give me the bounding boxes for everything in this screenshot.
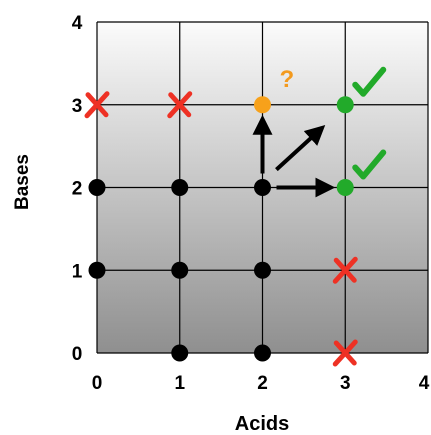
green-dot-marker <box>336 179 354 196</box>
y-tick-label: 0 <box>72 344 83 365</box>
point-markers <box>84 91 358 367</box>
cross-marker <box>84 91 110 119</box>
x-axis-label: Acids <box>235 413 289 435</box>
x-tick-label: 4 <box>419 373 430 394</box>
dot-marker <box>88 179 106 196</box>
cross-marker <box>332 339 358 367</box>
cross-marker <box>167 91 193 119</box>
question-mark-annotation: ? <box>280 66 295 93</box>
dot-marker <box>254 344 271 362</box>
cross-marker <box>332 256 358 284</box>
dot-marker <box>171 261 189 279</box>
dot-marker <box>88 261 106 279</box>
dot-marker <box>254 261 271 279</box>
y-tick-labels: 0 1 2 3 4 <box>72 13 83 365</box>
x-tick-label: 3 <box>340 373 351 394</box>
x-tick-label: 1 <box>174 373 185 394</box>
y-tick-label: 4 <box>72 13 83 34</box>
x-tick-label: 0 <box>92 373 103 394</box>
y-tick-label: 1 <box>72 261 83 282</box>
y-tick-label: 3 <box>72 96 83 117</box>
arrow <box>275 125 326 172</box>
dot-marker <box>171 179 189 196</box>
arrows <box>252 114 336 198</box>
dot-marker <box>254 179 271 196</box>
orange-dot-marker <box>254 96 271 114</box>
annotations: ? <box>280 66 387 180</box>
dot-marker <box>171 344 189 362</box>
check-icon <box>352 149 387 180</box>
green-dot-marker <box>336 96 354 114</box>
x-tick-label: 2 <box>257 373 268 394</box>
check-icon <box>352 66 387 97</box>
x-tick-labels: 0 1 2 3 4 <box>92 373 430 394</box>
y-tick-label: 2 <box>72 179 83 200</box>
y-axis-label: Bases <box>12 154 33 210</box>
